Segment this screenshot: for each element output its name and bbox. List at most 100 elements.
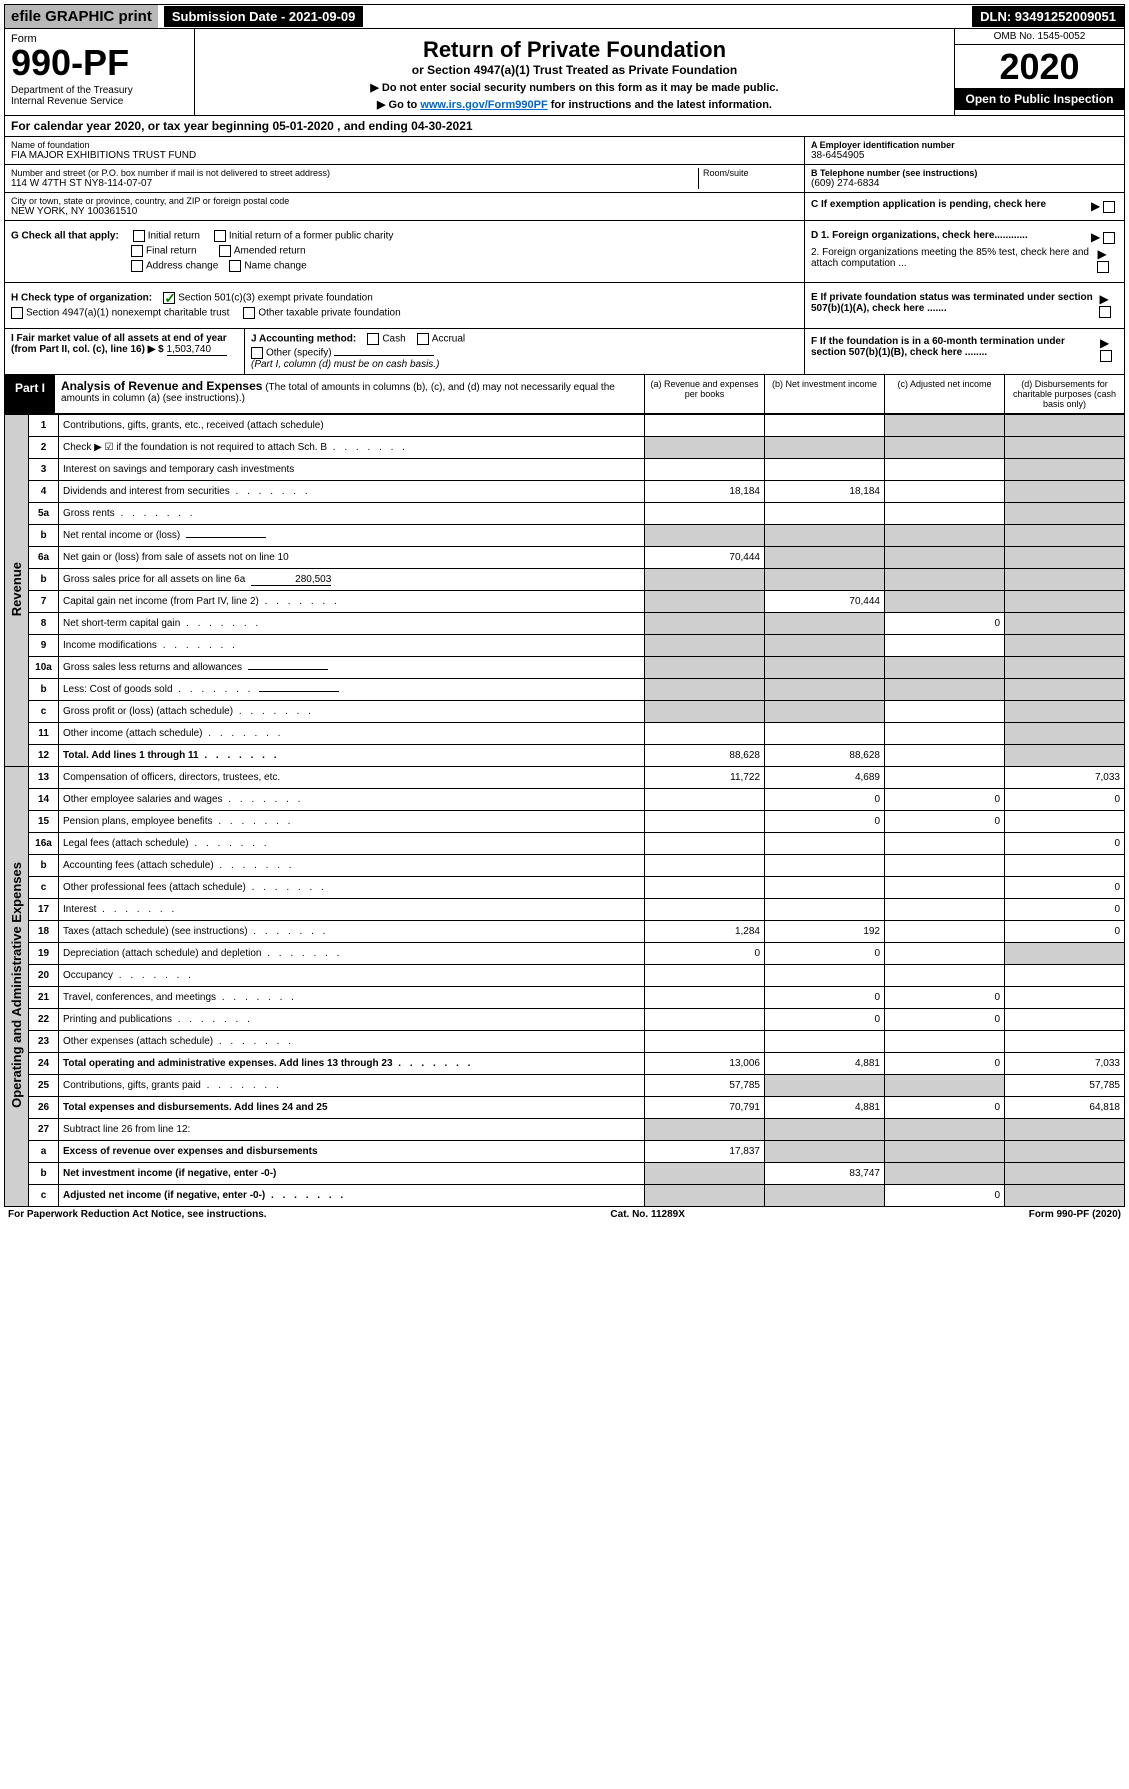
arrow-icon: ▶ <box>1091 230 1100 244</box>
table-row: 5aGross rents . . . . . . . <box>5 503 1125 525</box>
arrow-icon: ▶ <box>1097 247 1106 261</box>
address-change-checkbox[interactable] <box>131 260 143 272</box>
year-block: OMB No. 1545-0052 2020 Open to Public In… <box>954 29 1124 115</box>
e-checkbox[interactable] <box>1099 306 1111 318</box>
city-cell: City or town, state or province, country… <box>5 193 804 220</box>
amount-cell <box>765 635 885 657</box>
amount-cell <box>885 1119 1005 1141</box>
table-row: 16aLegal fees (attach schedule) . . . . … <box>5 833 1125 855</box>
row-desc: Total operating and administrative expen… <box>59 1053 645 1075</box>
amount-cell: 13,006 <box>645 1053 765 1075</box>
amount-cell: 0 <box>645 943 765 965</box>
d1-checkbox[interactable] <box>1103 232 1115 244</box>
form-note-1: ▶ Do not enter social security numbers o… <box>205 81 944 94</box>
amount-cell: 192 <box>765 921 885 943</box>
row-desc: Check ▶ ☑ if the foundation is not requi… <box>59 437 645 459</box>
final-return-checkbox[interactable] <box>131 245 143 257</box>
row-number: 4 <box>29 481 59 503</box>
amount-cell <box>1005 547 1125 569</box>
h-other-checkbox[interactable] <box>243 307 255 319</box>
row-number: c <box>29 877 59 899</box>
amount-cell: 0 <box>765 943 885 965</box>
row-desc: Other income (attach schedule) . . . . .… <box>59 723 645 745</box>
amount-cell <box>1005 679 1125 701</box>
table-row: 25Contributions, gifts, grants paid . . … <box>5 1075 1125 1097</box>
row-number: c <box>29 701 59 723</box>
amount-cell <box>1005 437 1125 459</box>
calendar-year-line: For calendar year 2020, or tax year begi… <box>4 116 1125 137</box>
h-other-label: Other taxable private foundation <box>258 308 400 319</box>
amount-cell: 0 <box>1005 789 1125 811</box>
j-cash-checkbox[interactable] <box>367 333 379 345</box>
name-change-checkbox[interactable] <box>229 260 241 272</box>
row-number: 22 <box>29 1009 59 1031</box>
table-row: 17Interest . . . . . . .0 <box>5 899 1125 921</box>
table-row: 26Total expenses and disbursements. Add … <box>5 1097 1125 1119</box>
amount-cell <box>1005 811 1125 833</box>
amount-cell <box>645 459 765 481</box>
table-row: 2Check ▶ ☑ if the foundation is not requ… <box>5 437 1125 459</box>
initial-return-checkbox[interactable] <box>133 230 145 242</box>
amount-cell <box>885 767 1005 789</box>
amount-cell <box>765 613 885 635</box>
table-row: 22Printing and publications . . . . . . … <box>5 1009 1125 1031</box>
amount-cell: 88,628 <box>645 745 765 767</box>
table-row: aExcess of revenue over expenses and dis… <box>5 1141 1125 1163</box>
form-header: Form 990-PF Department of the Treasury I… <box>4 29 1125 116</box>
h-501c3-checkbox[interactable] <box>163 292 175 304</box>
amount-cell <box>885 877 1005 899</box>
amount-cell: 57,785 <box>1005 1075 1125 1097</box>
d2-label: 2. Foreign organizations meeting the 85%… <box>811 247 1097 269</box>
row-number: b <box>29 1163 59 1185</box>
amount-cell <box>885 855 1005 877</box>
amount-cell <box>1005 855 1125 877</box>
amount-cell <box>885 701 1005 723</box>
amount-cell: 7,033 <box>1005 1053 1125 1075</box>
f-checkbox[interactable] <box>1100 350 1112 362</box>
table-row: 8Net short-term capital gain . . . . . .… <box>5 613 1125 635</box>
amount-cell <box>645 635 765 657</box>
table-row: 18Taxes (attach schedule) (see instructi… <box>5 921 1125 943</box>
amount-cell <box>645 613 765 635</box>
part1-header: Part I Analysis of Revenue and Expenses … <box>4 375 1125 414</box>
d2-checkbox[interactable] <box>1097 261 1109 273</box>
check-section-he: H Check type of organization: Section 50… <box>4 283 1125 329</box>
h-4947-checkbox[interactable] <box>11 307 23 319</box>
omb-number: OMB No. 1545-0052 <box>955 29 1124 45</box>
amount-cell: 0 <box>885 1185 1005 1207</box>
amended-checkbox[interactable] <box>219 245 231 257</box>
amount-cell: 0 <box>885 1009 1005 1031</box>
arrow-icon: ▶ <box>1099 292 1108 306</box>
phone-label: B Telephone number (see instructions) <box>811 168 1118 178</box>
part1-table: Revenue1Contributions, gifts, grants, et… <box>4 414 1125 1207</box>
col-d-header: (d) Disbursements for charitable purpose… <box>1004 375 1124 413</box>
h-label: H Check type of organization: <box>11 293 152 304</box>
j-accrual-label: Accrual <box>432 334 465 345</box>
amount-cell: 1,284 <box>645 921 765 943</box>
row-desc: Accounting fees (attach schedule) . . . … <box>59 855 645 877</box>
j-other-checkbox[interactable] <box>251 347 263 359</box>
row-desc: Net short-term capital gain . . . . . . … <box>59 613 645 635</box>
efile-label[interactable]: efile GRAPHIC print <box>5 5 158 28</box>
initial-former-checkbox[interactable] <box>214 230 226 242</box>
amount-cell <box>765 657 885 679</box>
submission-date: Submission Date - 2021-09-09 <box>164 6 364 27</box>
row-desc: Interest . . . . . . . <box>59 899 645 921</box>
amount-cell <box>1005 1031 1125 1053</box>
j-other-input[interactable] <box>334 355 434 356</box>
initial-former-label: Initial return of a former public charit… <box>229 231 394 242</box>
j-accrual-checkbox[interactable] <box>417 333 429 345</box>
amount-cell <box>1005 657 1125 679</box>
address-cell: Number and street (or P.O. box number if… <box>5 165 804 193</box>
irs-link[interactable]: www.irs.gov/Form990PF <box>420 99 547 111</box>
row-number: 21 <box>29 987 59 1009</box>
amount-cell <box>1005 569 1125 591</box>
amount-cell <box>885 1031 1005 1053</box>
amount-cell <box>645 591 765 613</box>
amount-cell: 0 <box>1005 921 1125 943</box>
row-number: 24 <box>29 1053 59 1075</box>
row-desc: Contributions, gifts, grants paid . . . … <box>59 1075 645 1097</box>
amount-cell: 70,444 <box>645 547 765 569</box>
c-checkbox[interactable] <box>1103 201 1115 213</box>
amount-cell <box>885 657 1005 679</box>
